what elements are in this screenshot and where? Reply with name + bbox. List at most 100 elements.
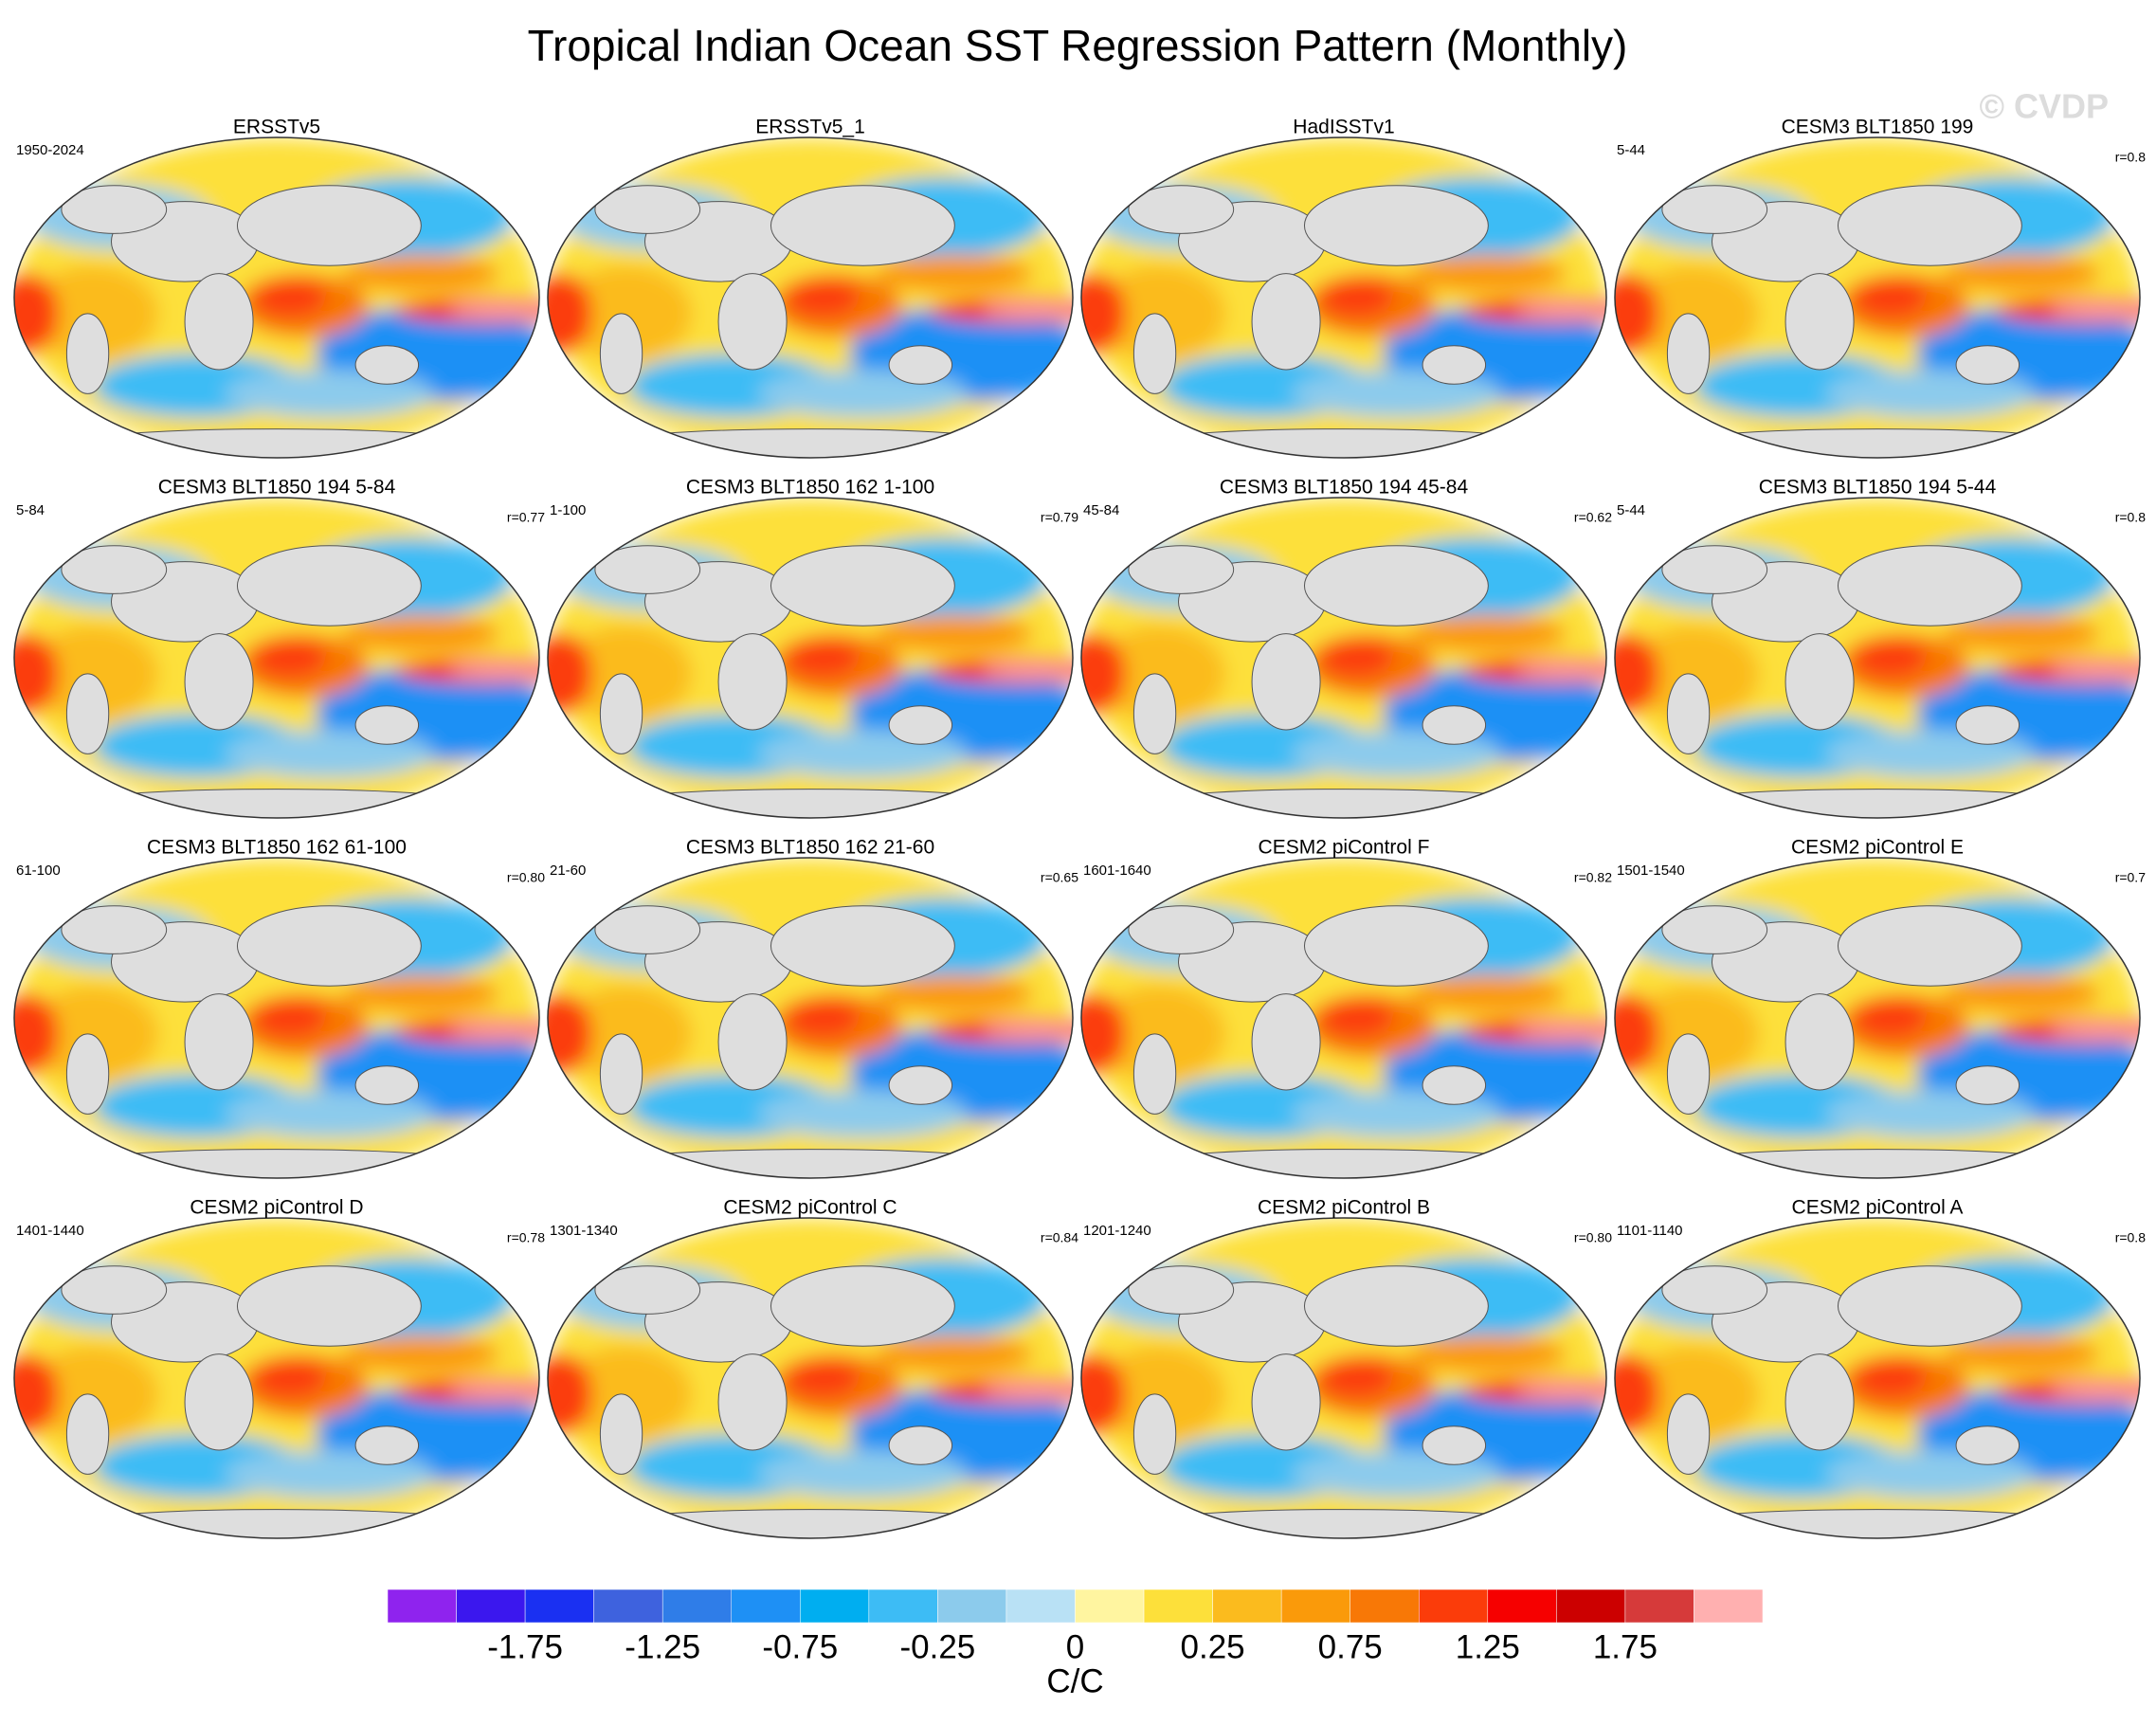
sst-blob — [447, 1024, 539, 1038]
sst-blob — [1320, 278, 1394, 318]
land — [1132, 428, 1555, 458]
panel-period: 1950-2024 — [16, 142, 84, 158]
colorbar-label: C/C — [1046, 1662, 1103, 1699]
land — [770, 905, 955, 987]
colorbar-tick-label: -0.75 — [762, 1628, 838, 1665]
sst-blob — [1514, 1384, 1606, 1398]
land — [61, 185, 168, 234]
panel-title: CESM3 BLT1850 194 5-84 — [158, 477, 396, 499]
map — [548, 858, 1073, 1178]
colorbar-box — [593, 1589, 663, 1624]
panel-title: CESM3 BLT1850 162 21-60 — [686, 837, 934, 859]
panel-title: CESM2 piControl A — [1792, 1197, 1964, 1219]
sst-field — [1615, 1218, 2140, 1538]
panel-period: 1601-1640 — [1083, 862, 1151, 879]
map — [1615, 858, 2140, 1178]
map-border — [547, 857, 1074, 1179]
panel-period: 1201-1240 — [1083, 1223, 1151, 1239]
map — [1081, 1218, 1606, 1538]
sst-blob — [1094, 986, 1226, 1082]
sst-blob — [27, 1346, 159, 1443]
land — [888, 1425, 953, 1465]
land — [1666, 313, 1711, 394]
sst-blob — [253, 638, 327, 678]
land — [717, 1353, 788, 1451]
land — [1132, 313, 1177, 394]
sst-blob — [548, 1353, 593, 1435]
land — [599, 1509, 1022, 1538]
colorbar-box — [1212, 1589, 1282, 1624]
sst-blob — [1615, 1353, 1660, 1435]
map — [548, 498, 1073, 818]
sst-field — [1081, 498, 1606, 818]
panel-correlation: r=0.65 — [1041, 870, 1078, 885]
colorbar-box — [661, 1589, 733, 1624]
map-border — [1080, 857, 1607, 1179]
land — [599, 1033, 643, 1115]
land — [1132, 1509, 1555, 1538]
land — [1132, 1149, 1555, 1178]
colorbar-box — [800, 1589, 870, 1624]
colorbar-box — [1280, 1589, 1350, 1624]
sst-blob — [1320, 1358, 1394, 1398]
sst-blob — [1615, 273, 1660, 354]
land — [184, 633, 254, 731]
land — [1955, 1425, 2020, 1465]
sst-blob — [981, 663, 1073, 678]
panel-correlation: r=0.82 — [1574, 870, 1612, 885]
panel-title: CESM3 BLT1850 199 — [1782, 117, 1974, 138]
sst-field — [14, 1218, 539, 1538]
sst-blob — [253, 998, 327, 1038]
land — [236, 1265, 422, 1347]
land — [594, 545, 701, 594]
map — [548, 137, 1073, 458]
land — [65, 313, 110, 394]
land — [236, 185, 422, 266]
sst-blob — [1627, 986, 1760, 1082]
panel-period: 5-44 — [1617, 502, 1645, 518]
sst-blob — [27, 626, 159, 722]
sst-field — [14, 498, 539, 818]
land — [1837, 545, 2022, 626]
land — [599, 313, 643, 394]
map-border — [1614, 136, 2141, 459]
colorbar-box — [1624, 1589, 1694, 1624]
sst-blob — [1854, 638, 1928, 678]
sst-field — [548, 498, 1073, 818]
land — [1955, 705, 2020, 745]
sst-blob — [1081, 1353, 1127, 1435]
colorbar-tick-label: -0.25 — [900, 1628, 976, 1665]
panel-title: CESM2 piControl E — [1791, 837, 1964, 859]
land — [1955, 1065, 2020, 1105]
sst-blob — [1081, 273, 1127, 354]
land — [770, 545, 955, 626]
panel-title: CESM2 piControl B — [1258, 1197, 1430, 1219]
colorbar-box — [1556, 1589, 1626, 1624]
map — [1081, 137, 1606, 458]
land — [1251, 633, 1321, 731]
land — [1251, 1353, 1321, 1451]
colorbar-box — [1075, 1589, 1145, 1624]
land — [1128, 1265, 1235, 1315]
sst-blob — [876, 1335, 1034, 1373]
colorbar-box — [868, 1589, 938, 1624]
map — [14, 1218, 539, 1538]
land — [594, 1265, 701, 1315]
land — [184, 993, 254, 1091]
map — [14, 858, 539, 1178]
panel-title: ERSSTv5_1 — [755, 117, 865, 138]
sst-blob — [342, 1335, 500, 1373]
land — [61, 1265, 168, 1315]
sst-blob — [14, 273, 60, 354]
sst-blob — [1409, 254, 1567, 293]
sst-blob — [548, 633, 593, 715]
sst-blob — [787, 1358, 861, 1398]
colorbar-box — [456, 1589, 526, 1624]
sst-field — [548, 137, 1073, 458]
sst-blob — [1094, 626, 1226, 722]
panel-period: 1-100 — [550, 502, 586, 518]
land — [1837, 1265, 2022, 1347]
panel-correlation: r=0.80 — [507, 870, 545, 885]
sst-blob — [1514, 1024, 1606, 1038]
colorbar-box — [1143, 1589, 1213, 1624]
